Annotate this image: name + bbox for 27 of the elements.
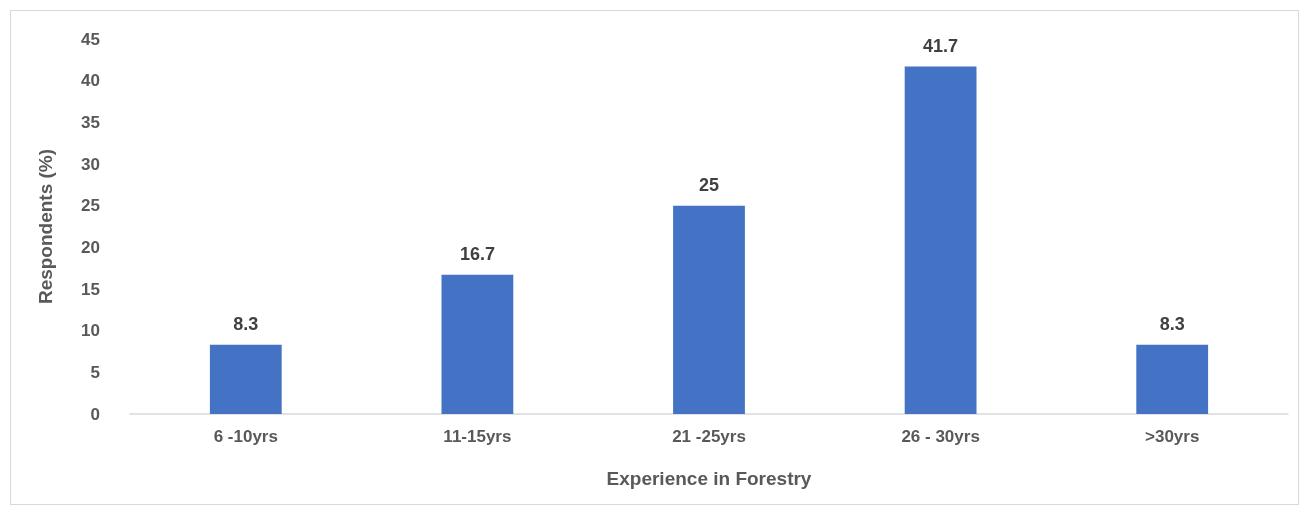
x-tick-label: 11-15yrs [443, 427, 512, 446]
bar [1136, 344, 1209, 414]
y-tick-label: 0 [90, 404, 100, 424]
y-tick-label: 20 [81, 237, 100, 257]
x-axis-title: Experience in Forestry [606, 468, 812, 489]
y-tick-label: 10 [81, 321, 100, 341]
data-label: 16.7 [459, 243, 495, 264]
y-axis-title: Respondents (%) [35, 148, 56, 305]
x-tick-label: >30yrs [1145, 427, 1200, 446]
y-tick-label: 5 [90, 362, 100, 382]
x-tick-label: 26 - 30yrs [901, 427, 980, 446]
y-tick-label: 45 [81, 29, 100, 49]
bar [209, 344, 282, 414]
y-tick-label: 30 [81, 154, 100, 174]
data-label: 41.7 [923, 35, 959, 56]
y-tick-label: 40 [81, 71, 100, 91]
data-label: 8.3 [233, 313, 259, 334]
data-label: 8.3 [1159, 313, 1185, 334]
x-tick-label: 21 -25yrs [672, 427, 746, 446]
y-tick-label: 25 [81, 196, 100, 216]
y-tick-label: 15 [81, 279, 100, 299]
data-label: 25 [698, 174, 720, 195]
bar [673, 205, 745, 414]
bar [441, 274, 514, 414]
bar [904, 66, 977, 414]
y-tick-label: 35 [81, 112, 100, 132]
x-tick-label: 6 -10yrs [213, 427, 278, 446]
